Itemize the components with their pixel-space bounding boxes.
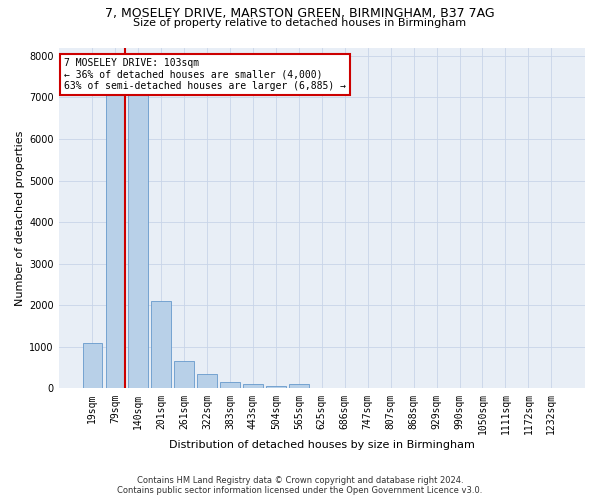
Bar bbox=[83, 342, 102, 388]
Y-axis label: Number of detached properties: Number of detached properties bbox=[15, 130, 25, 306]
Bar bbox=[243, 384, 263, 388]
Text: 7 MOSELEY DRIVE: 103sqm
← 36% of detached houses are smaller (4,000)
63% of semi: 7 MOSELEY DRIVE: 103sqm ← 36% of detache… bbox=[64, 58, 346, 91]
Text: Size of property relative to detached houses in Birmingham: Size of property relative to detached ho… bbox=[133, 18, 467, 28]
Text: Contains HM Land Registry data © Crown copyright and database right 2024.
Contai: Contains HM Land Registry data © Crown c… bbox=[118, 476, 482, 495]
Bar bbox=[197, 374, 217, 388]
Bar bbox=[175, 362, 194, 388]
Bar bbox=[266, 386, 286, 388]
Bar bbox=[151, 301, 171, 388]
Text: 7, MOSELEY DRIVE, MARSTON GREEN, BIRMINGHAM, B37 7AG: 7, MOSELEY DRIVE, MARSTON GREEN, BIRMING… bbox=[105, 8, 495, 20]
Bar bbox=[289, 384, 308, 388]
Bar bbox=[128, 93, 148, 388]
X-axis label: Distribution of detached houses by size in Birmingham: Distribution of detached houses by size … bbox=[169, 440, 475, 450]
Bar bbox=[106, 93, 125, 388]
Bar bbox=[220, 382, 240, 388]
